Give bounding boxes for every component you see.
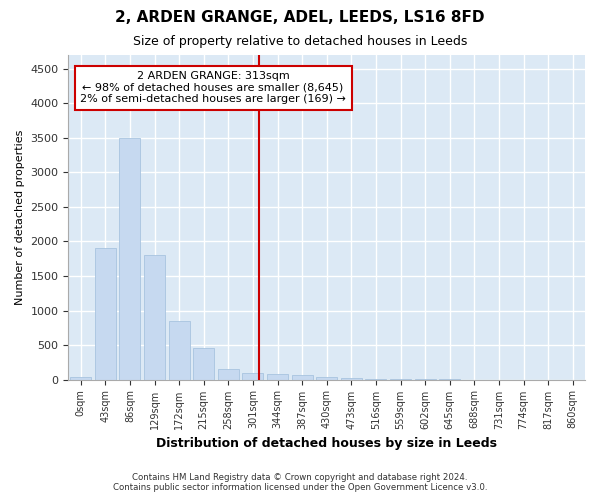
Bar bbox=[267, 374, 288, 380]
Bar bbox=[365, 379, 386, 380]
Bar bbox=[70, 378, 91, 380]
Bar bbox=[193, 348, 214, 380]
Y-axis label: Number of detached properties: Number of detached properties bbox=[15, 130, 25, 305]
Bar bbox=[341, 378, 362, 380]
Bar bbox=[316, 377, 337, 380]
Bar bbox=[242, 372, 263, 380]
Bar bbox=[95, 248, 116, 380]
Text: 2 ARDEN GRANGE: 313sqm
← 98% of detached houses are smaller (8,645)
2% of semi-d: 2 ARDEN GRANGE: 313sqm ← 98% of detached… bbox=[80, 71, 346, 104]
Text: Size of property relative to detached houses in Leeds: Size of property relative to detached ho… bbox=[133, 35, 467, 48]
X-axis label: Distribution of detached houses by size in Leeds: Distribution of detached houses by size … bbox=[156, 437, 497, 450]
Text: Contains HM Land Registry data © Crown copyright and database right 2024.
Contai: Contains HM Land Registry data © Crown c… bbox=[113, 473, 487, 492]
Bar bbox=[292, 376, 313, 380]
Bar bbox=[169, 321, 190, 380]
Text: 2, ARDEN GRANGE, ADEL, LEEDS, LS16 8FD: 2, ARDEN GRANGE, ADEL, LEEDS, LS16 8FD bbox=[115, 10, 485, 25]
Bar bbox=[218, 369, 239, 380]
Bar bbox=[119, 138, 140, 380]
Bar bbox=[144, 256, 165, 380]
